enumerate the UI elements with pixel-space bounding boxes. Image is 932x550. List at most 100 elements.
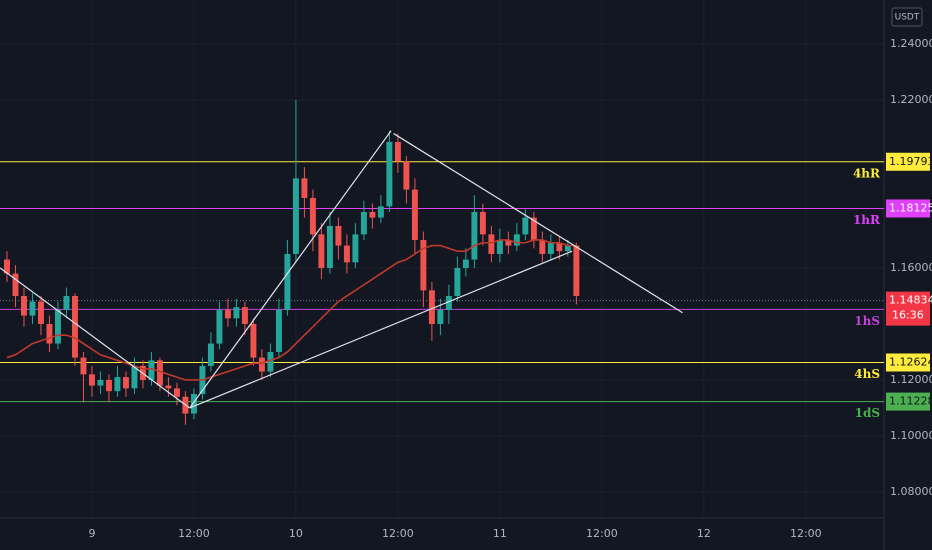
candle-body bbox=[352, 234, 359, 263]
level-name: 1hS bbox=[854, 314, 880, 328]
candle-body bbox=[165, 385, 172, 389]
candle-body bbox=[479, 211, 486, 235]
candle-body bbox=[54, 309, 61, 344]
level-name: 1hR bbox=[853, 213, 881, 227]
candle-body bbox=[207, 343, 214, 366]
candle-body bbox=[258, 357, 265, 372]
candle-body bbox=[156, 360, 163, 386]
x-tick-label: 12 bbox=[697, 527, 711, 540]
candle-body bbox=[37, 301, 44, 324]
candle-body bbox=[46, 323, 53, 344]
candle-body bbox=[573, 245, 580, 296]
candle-body bbox=[292, 178, 299, 254]
candle-body bbox=[326, 225, 333, 268]
candle-body bbox=[488, 234, 495, 254]
candle-body bbox=[12, 273, 19, 296]
level-value-box bbox=[886, 353, 930, 372]
candle-body bbox=[301, 178, 308, 198]
candle-body bbox=[131, 365, 138, 389]
x-tick-label: 12:00 bbox=[178, 527, 210, 540]
x-tick-label: 12:00 bbox=[382, 527, 414, 540]
candle-body bbox=[335, 225, 342, 246]
candle-body bbox=[122, 377, 129, 389]
y-tick-label: 1.12000 bbox=[890, 373, 932, 386]
candle-body bbox=[80, 357, 87, 375]
candle-body bbox=[505, 239, 512, 246]
moving-average bbox=[6, 239, 577, 381]
candle-body bbox=[190, 393, 197, 414]
trendline bbox=[0, 267, 191, 409]
candle-body bbox=[173, 388, 180, 397]
candle-body bbox=[148, 360, 155, 380]
x-tick-label: 11 bbox=[493, 527, 507, 540]
candle-body bbox=[309, 197, 316, 235]
candle-body bbox=[522, 217, 529, 235]
candle-body bbox=[284, 253, 291, 310]
level-name: 4hS bbox=[854, 367, 880, 381]
y-tick-label: 1.08000 bbox=[890, 485, 932, 498]
candle-body bbox=[564, 245, 571, 252]
y-tick-label: 1.24000 bbox=[890, 37, 932, 50]
candle-body bbox=[496, 239, 503, 254]
candle-body bbox=[445, 295, 452, 310]
y-tick-label: 1.22000 bbox=[890, 93, 932, 106]
candle-body bbox=[216, 309, 223, 344]
candle-body bbox=[539, 239, 546, 254]
candle-body bbox=[3, 259, 10, 274]
candle-body bbox=[71, 295, 78, 358]
x-tick-label: 12:00 bbox=[586, 527, 618, 540]
candle-body bbox=[471, 211, 478, 260]
candle-body bbox=[29, 301, 36, 316]
candle-body bbox=[275, 309, 282, 352]
candle-body bbox=[250, 323, 257, 358]
candle-body bbox=[530, 217, 537, 240]
x-tick-label: 9 bbox=[88, 527, 95, 540]
candle-body bbox=[377, 206, 384, 218]
candle-body bbox=[318, 234, 325, 268]
candle-body bbox=[224, 309, 231, 319]
level-value: 1.11228 bbox=[889, 395, 932, 408]
candle-body bbox=[241, 307, 248, 324]
candle-body bbox=[97, 379, 104, 386]
candle-body bbox=[20, 295, 27, 316]
candle-body bbox=[547, 242, 554, 254]
candle-body bbox=[386, 141, 393, 207]
candle-body bbox=[420, 239, 427, 291]
candle-body bbox=[411, 189, 418, 240]
level-value-box bbox=[886, 392, 930, 411]
level-value-box bbox=[886, 152, 930, 171]
y-tick-label: 1.10000 bbox=[890, 429, 932, 442]
trendline bbox=[189, 250, 573, 409]
x-tick-label: 12:00 bbox=[790, 527, 822, 540]
candle-body bbox=[267, 351, 274, 372]
candle-body bbox=[394, 141, 401, 162]
level-value: 1.18125 bbox=[889, 201, 932, 214]
trendline bbox=[393, 133, 683, 314]
trendline bbox=[189, 130, 392, 409]
currency-box[interactable] bbox=[891, 7, 923, 27]
candle-body bbox=[88, 374, 95, 386]
x-tick-label: 10 bbox=[289, 527, 303, 540]
candle-body bbox=[403, 161, 410, 190]
level-value-box bbox=[886, 199, 930, 218]
candle-body bbox=[513, 234, 520, 246]
candle-body bbox=[556, 242, 563, 252]
countdown: 16:36 bbox=[892, 309, 924, 322]
level-value: 1.12624 bbox=[889, 355, 932, 368]
candle-body bbox=[454, 267, 461, 296]
candle-body bbox=[233, 307, 240, 319]
last-price: 1.14834 bbox=[889, 294, 932, 307]
candle-body bbox=[343, 245, 350, 263]
last-price-box bbox=[886, 291, 930, 326]
y-tick-label: 1.16000 bbox=[890, 261, 932, 274]
candle-body bbox=[428, 290, 435, 324]
level-name: 1dS bbox=[855, 406, 880, 420]
candle-body bbox=[105, 379, 112, 392]
currency: USDT bbox=[895, 13, 920, 23]
level-value: 1.19793 bbox=[889, 155, 932, 168]
candle-body bbox=[114, 377, 121, 392]
candle-body bbox=[360, 211, 367, 235]
candle-body bbox=[63, 295, 70, 310]
level-name: 4hR bbox=[853, 166, 881, 180]
